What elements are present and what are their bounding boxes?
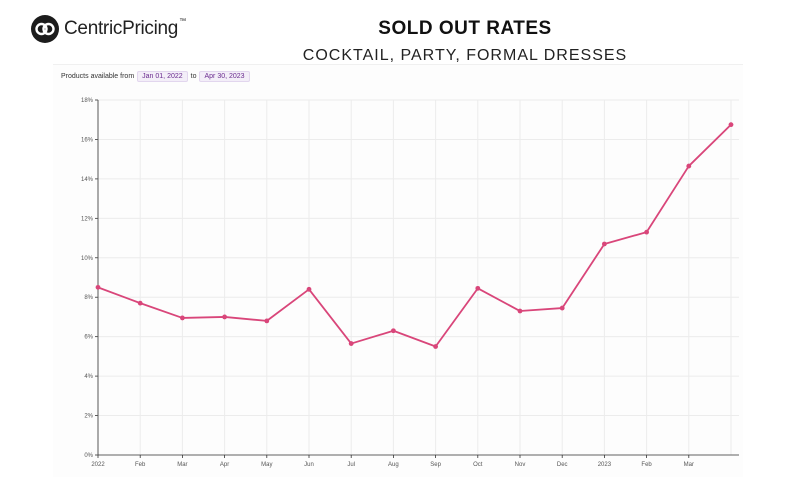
brand-name: CentricPricing™ (64, 18, 186, 40)
data-point (348, 341, 354, 346)
data-point (433, 344, 438, 349)
date-from-chip[interactable]: Jan 01, 2022 (137, 71, 188, 82)
header: SOLD OUT RATES COCKTAIL, PARTY, FORMAL D… (200, 18, 730, 65)
y-tick-label: 14% (81, 177, 94, 183)
page-title: SOLD OUT RATES (378, 18, 552, 39)
data-point (95, 284, 101, 290)
x-tick-label: Jul (347, 462, 355, 468)
x-tick-label: Dec (557, 462, 568, 468)
page-subtitle: COCKTAIL, PARTY, FORMAL DRESSES (302, 47, 628, 64)
linked-rings-icon (31, 15, 59, 43)
x-tick-label: Nov (515, 462, 526, 468)
x-tick-label: 2022 (91, 462, 105, 468)
x-tick-label: Aug (388, 462, 399, 468)
y-tick-label: 2% (84, 414, 93, 420)
y-tick-label: 8% (84, 295, 93, 301)
data-point (222, 314, 228, 320)
data-point (137, 300, 143, 306)
series-line (97, 124, 732, 348)
x-tick-label: Apr (220, 462, 229, 468)
y-tick-label: 4% (84, 374, 93, 380)
data-point (686, 163, 692, 169)
data-point (180, 315, 185, 321)
y-tick-label: 10% (81, 256, 94, 262)
data-point (559, 305, 565, 311)
x-tick-label: Feb (641, 462, 652, 468)
data-point (391, 328, 396, 334)
x-tick-label: Mar (177, 462, 187, 468)
date-to-chip[interactable]: Apr 30, 2023 (199, 71, 250, 82)
data-point (475, 285, 481, 291)
x-tick-label: Mar (684, 462, 694, 468)
trademark: ™ (179, 18, 186, 25)
data-point (306, 286, 312, 292)
data-point (264, 318, 270, 324)
y-tick-label: 12% (81, 216, 94, 222)
data-point (602, 241, 607, 247)
x-tick-label: Sep (430, 462, 441, 468)
chart-panel (53, 64, 743, 477)
y-tick-label: 0% (84, 453, 93, 459)
x-tick-label: Jun (304, 462, 314, 468)
y-tick-label: 18% (81, 98, 94, 104)
brand-name-bold: Centric (64, 18, 123, 39)
data-point (644, 229, 649, 235)
brand-name-light: Pricing (122, 18, 179, 39)
filter-label: Products available from (61, 73, 135, 80)
x-tick-label: Feb (135, 462, 146, 468)
filter-connector: to (190, 73, 197, 80)
y-tick-label: 6% (84, 335, 93, 341)
data-point (517, 308, 523, 314)
y-tick-label: 16% (81, 137, 94, 143)
x-tick-label: 2023 (598, 462, 612, 468)
data-point (728, 122, 734, 128)
date-filter: Products available from Jan 01, 2022 to … (61, 71, 250, 82)
x-tick-label: May (261, 462, 272, 468)
brand-logo: CentricPricing™ (30, 14, 186, 44)
x-tick-label: Oct (473, 462, 483, 468)
